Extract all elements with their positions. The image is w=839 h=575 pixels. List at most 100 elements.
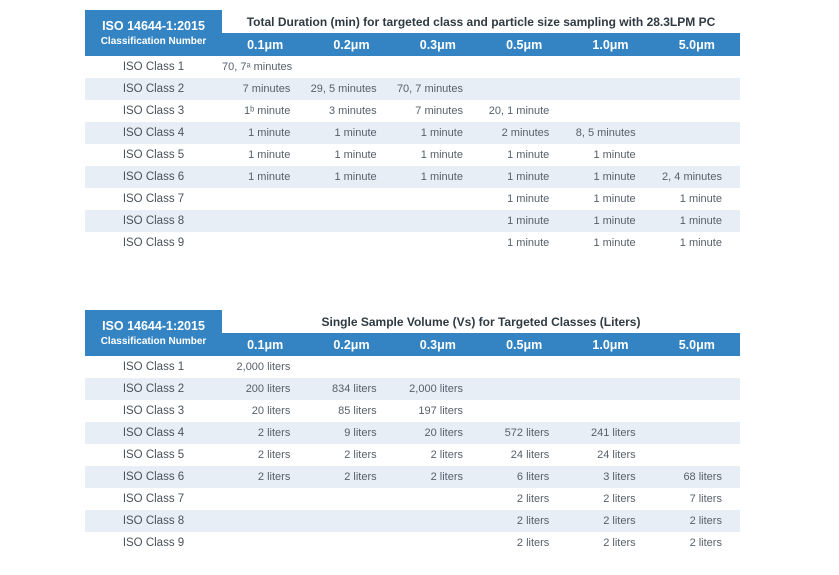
row-label: ISO Class 4 <box>122 427 185 439</box>
table-cell: 2,000 liters <box>409 383 463 395</box>
table-title: Single Sample Volume (Vs) for Targeted C… <box>222 310 740 333</box>
table-cell: 1 minute <box>334 171 377 183</box>
table-cell: 572 liters <box>504 427 550 439</box>
row-label: ISO Class 5 <box>122 149 185 161</box>
table-row: ISO Class 7 1 minute 1 minute 1 minute <box>85 188 740 210</box>
table-cell: 1 minute <box>679 237 722 249</box>
table-cell: 2 liters <box>257 471 291 483</box>
corner-standard-title: ISO 14644-1:2015 <box>102 18 205 33</box>
table-cell: 1 minute <box>507 237 550 249</box>
table-cell: 241 liters <box>591 427 636 439</box>
column-header-0.2μm: 0.2μm <box>333 337 370 352</box>
table-cell: 2 liters <box>344 449 377 461</box>
table-row: ISO Class 8 2 liters 2 liters 2 liters <box>85 510 740 532</box>
table-cell: 24 liters <box>597 449 636 461</box>
table-cell: 7 minutes <box>415 105 463 117</box>
table-cell: 1 minute <box>420 149 463 161</box>
table-cell: 1 minute <box>507 149 550 161</box>
table-cell: 1 minute <box>507 193 550 205</box>
table-cell: 197 liters <box>418 405 463 417</box>
table-cell: 1 minute <box>593 237 636 249</box>
table-cell: 1 minute <box>334 127 377 139</box>
table-cell: 7 liters <box>689 493 722 505</box>
table-cell: 1 minute <box>593 215 636 227</box>
table-cell: 1 minute <box>593 149 636 161</box>
table-row: ISO Class 6 1 minute 1 minute 1 minute 1 min… <box>85 166 740 188</box>
table-cell: 2 liters <box>257 427 291 439</box>
row-label: ISO Class 6 <box>122 171 185 183</box>
row-label: ISO Class 6 <box>122 471 185 483</box>
table-cell: 1 minute <box>420 171 463 183</box>
table-cell: 29, 5 minutes <box>310 83 377 95</box>
table-cell: 2,000 liters <box>236 361 291 373</box>
particle-size-header-row: 0.1μm 0.2μm 0.3μm 0.5μm 1.0μm 5.0μm <box>222 333 740 356</box>
table-cell: 2 liters <box>689 515 722 527</box>
table-cell: 20, 1 minute <box>488 105 550 117</box>
table-cell: 834 liters <box>332 383 377 395</box>
table-row: ISO Class 2 200 liters 834 liters 2,000 lit… <box>85 378 740 400</box>
table-cell: 1 minute <box>420 127 463 139</box>
table-cell: 1 minute <box>248 149 291 161</box>
table-header-right: Total Duration (min) for targeted class … <box>222 10 740 56</box>
table-cell: 20 liters <box>251 405 291 417</box>
table-row: ISO Class 3 1ᵇ minute 3 minutes 7 minutes 20… <box>85 100 740 122</box>
table-cell: 2 liters <box>516 537 550 549</box>
column-header-0.1μm: 0.1μm <box>247 37 284 52</box>
table-row: ISO Class 1 2,000 liters <box>85 356 740 378</box>
table-cell: 1 minute <box>679 215 722 227</box>
table-cell: 1 minute <box>507 171 550 183</box>
table-cell: 1 minute <box>248 127 291 139</box>
table-cell: 200 liters <box>245 383 291 395</box>
table-cell: 2, 4 minutes <box>662 171 722 183</box>
table-cell: 8, 5 minutes <box>575 127 636 139</box>
table-row: ISO Class 4 1 minute 1 minute 1 minute 2 min… <box>85 122 740 144</box>
table-cell: 2 liters <box>603 493 636 505</box>
row-label: ISO Class 7 <box>122 493 185 505</box>
column-header-5.0μm: 5.0μm <box>678 337 715 352</box>
column-header-1.0μm: 1.0μm <box>592 37 629 52</box>
total-duration-table: ISO 14644-1:2015 Classification Number T… <box>85 10 740 254</box>
table-row: ISO Class 3 20 liters 85 liters 197 liters <box>85 400 740 422</box>
table-cell: 85 liters <box>338 405 377 417</box>
row-label: ISO Class 1 <box>122 61 185 73</box>
classification-corner-box: ISO 14644-1:2015 Classification Number <box>85 310 222 356</box>
table-cell: 2 liters <box>257 449 291 461</box>
table-cell: 2 liters <box>516 515 550 527</box>
table-cell: 9 liters <box>344 427 377 439</box>
classification-corner-box: ISO 14644-1:2015 Classification Number <box>85 10 222 56</box>
table-cell: 1 minute <box>248 171 291 183</box>
column-header-0.2μm: 0.2μm <box>333 37 370 52</box>
particle-size-header-row: 0.1μm 0.2μm 0.3μm 0.5μm 1.0μm 5.0μm <box>222 33 740 56</box>
table-cell: 20 liters <box>424 427 463 439</box>
table-body: ISO Class 1 70, 7ᵃ minutes ISO Class 2 7 mi… <box>85 56 740 254</box>
single-sample-volume-table: ISO 14644-1:2015 Classification Number S… <box>85 310 740 554</box>
table-row: ISO Class 7 2 liters 2 liters 7 liters <box>85 488 740 510</box>
table-header: ISO 14644-1:2015 Classification Number S… <box>85 310 740 356</box>
table-row: ISO Class 5 1 minute 1 minute 1 minute 1 min… <box>85 144 740 166</box>
table-header-right: Single Sample Volume (Vs) for Targeted C… <box>222 310 740 356</box>
table-cell: 70, 7 minutes <box>396 83 463 95</box>
table-row: ISO Class 4 2 liters 9 liters 20 liters 572 … <box>85 422 740 444</box>
table-cell: 2 liters <box>516 493 550 505</box>
table-header: ISO 14644-1:2015 Classification Number T… <box>85 10 740 56</box>
table-cell: 2 liters <box>430 471 463 483</box>
table-title: Total Duration (min) for targeted class … <box>222 10 740 33</box>
row-label: ISO Class 2 <box>122 383 185 395</box>
row-label: ISO Class 1 <box>122 361 185 373</box>
table-cell: 1 minute <box>593 193 636 205</box>
row-label: ISO Class 8 <box>122 515 185 527</box>
table-body: ISO Class 1 2,000 liters ISO Class 2 200 li… <box>85 356 740 554</box>
table-cell: 2 liters <box>344 471 377 483</box>
table-cell: 70, 7ᵃ minutes <box>222 61 293 73</box>
row-label: ISO Class 4 <box>122 127 185 139</box>
row-label: ISO Class 3 <box>122 105 185 117</box>
table-cell: 6 liters <box>516 471 550 483</box>
table-cell: 1 minute <box>507 215 550 227</box>
column-header-1.0μm: 1.0μm <box>592 337 629 352</box>
row-label: ISO Class 8 <box>122 215 185 227</box>
table-cell: 68 liters <box>683 471 722 483</box>
column-header-0.5μm: 0.5μm <box>506 37 543 52</box>
row-label: ISO Class 3 <box>122 405 185 417</box>
row-label: ISO Class 7 <box>122 193 185 205</box>
